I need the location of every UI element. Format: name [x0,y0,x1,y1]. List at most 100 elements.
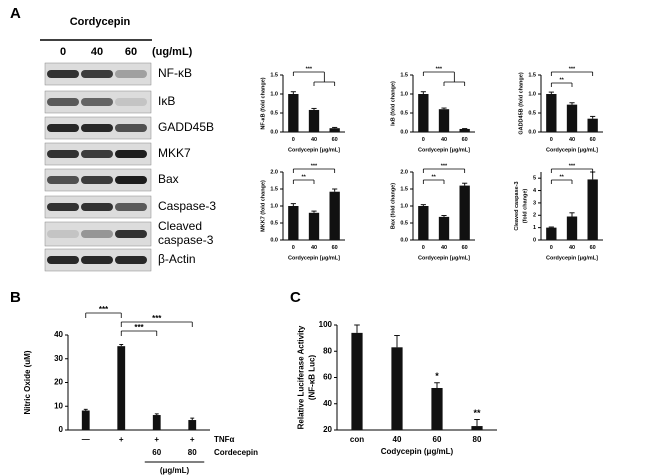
significance-label: *** [152,314,162,323]
dose-label: 60 [125,46,137,58]
y-tick-label: 2 [533,213,536,219]
blot-band [81,203,113,211]
x-row-label: 60 [152,448,161,457]
y-tick-label: 1.0 [400,91,408,97]
significance-label: *** [311,163,318,169]
y-tick-label: 1.5 [528,72,536,78]
y-tick-label: 2.0 [270,169,278,175]
bar [117,346,126,430]
y-axis-label: Cleaved caspase-3 [514,181,520,230]
x-tick-label: 60 [433,435,442,444]
y-tick-label: 20 [323,425,332,434]
blot-band [115,230,147,238]
x-tick-label: 0 [292,245,295,251]
bar [152,415,161,430]
bar [288,94,299,132]
x-row-label: + [154,435,159,444]
bar [459,185,470,240]
significance-label: *** [569,66,576,72]
blot-band [115,203,147,211]
significance-label: *** [99,305,109,314]
y-tick-label: 2.0 [400,169,408,175]
x-tick-label: 40 [441,137,447,143]
bar [438,216,450,240]
blot-band [115,150,147,158]
blot-band [47,98,79,106]
y-axis-label: (NF-κB Luc) [308,354,317,400]
bar [438,109,450,132]
y-tick-label: 0.5 [270,110,278,116]
x-tick-label: 0 [550,137,553,143]
x-row-name: Cordecepin [214,448,258,457]
y-tick-label: 5 [533,176,536,182]
x-tick-label: 80 [473,435,482,444]
y-tick-label: 4 [533,188,537,194]
treatment-label: Cordycepin [70,16,131,28]
x-row-name: TNFα [214,435,235,444]
blot-band [81,124,113,132]
x-tick-label: 40 [569,245,575,251]
x-axis-label: Cordycepin [μg/mL] [418,147,470,153]
x-axis-label: Cordycepin [μg/mL] [288,255,340,261]
x-row-label: — [82,435,90,444]
bar [308,212,320,240]
x-axis-label: Cordycepin [μg/mL] [418,255,470,261]
bar [418,94,429,132]
x-axis-label: Cordycepin [μg/mL] [546,255,598,261]
blot-band [115,256,147,264]
blot-band [47,230,79,238]
blot-band [47,124,79,132]
y-tick-label: 30 [54,354,63,363]
blot-band [81,70,113,78]
x-axis-label: Cordycepin [μg/mL] [288,147,340,153]
blot-band [81,256,113,264]
significance-label: ** [560,77,565,83]
x-tick-label: 60 [332,245,338,251]
y-axis-label: NF-κB (fold change) [260,77,266,129]
x-tick-label: 40 [441,245,447,251]
bar [418,206,429,240]
protein-label: NF-κB [158,66,192,80]
y-tick-label: 1 [533,225,536,231]
x-tick-label: con [350,435,364,444]
y-axis-label: Bax (fold change) [390,183,396,229]
y-axis-label: GADD45B (fold change) [518,72,524,135]
y-tick-label: 1.0 [400,203,408,209]
y-tick-label: 1.5 [270,186,278,192]
bar [459,128,470,132]
bar [587,118,598,132]
significance-mark: ** [473,408,481,418]
blot-band [47,256,79,264]
y-tick-label: 80 [323,346,332,355]
y-axis-label: IκB (fold change) [390,81,396,126]
y-axis-label: Nitric Oxide (uM) [23,350,32,414]
y-tick-label: 0 [59,425,64,434]
bar [431,388,443,430]
x-tick-label: 60 [332,137,338,143]
y-axis-label: (fold change) [523,189,529,224]
y-tick-label: 0.5 [400,220,408,226]
x-tick-label: 60 [590,245,596,251]
bar [188,420,197,430]
bar [308,109,320,132]
panel-label: B [10,289,21,306]
significance-label: ** [432,174,437,180]
x-tick-label: 0 [292,137,295,143]
blot-band [81,98,113,106]
significance-label: *** [134,323,144,332]
y-tick-label: 0.0 [270,237,278,243]
x-tick-label: 40 [311,245,317,251]
y-axis-label: MKK7 (fold change) [260,180,266,232]
blot-band [47,176,79,184]
significance-label: *** [441,163,448,169]
y-tick-label: 0.5 [400,110,408,116]
x-row-label: + [190,435,195,444]
x-tick-label: 0 [422,245,425,251]
y-tick-label: 40 [323,399,332,408]
y-tick-label: 20 [54,378,63,387]
y-tick-label: 3 [533,200,536,206]
significance-label: *** [569,163,576,169]
blot-band [47,150,79,158]
blot-band [115,70,147,78]
